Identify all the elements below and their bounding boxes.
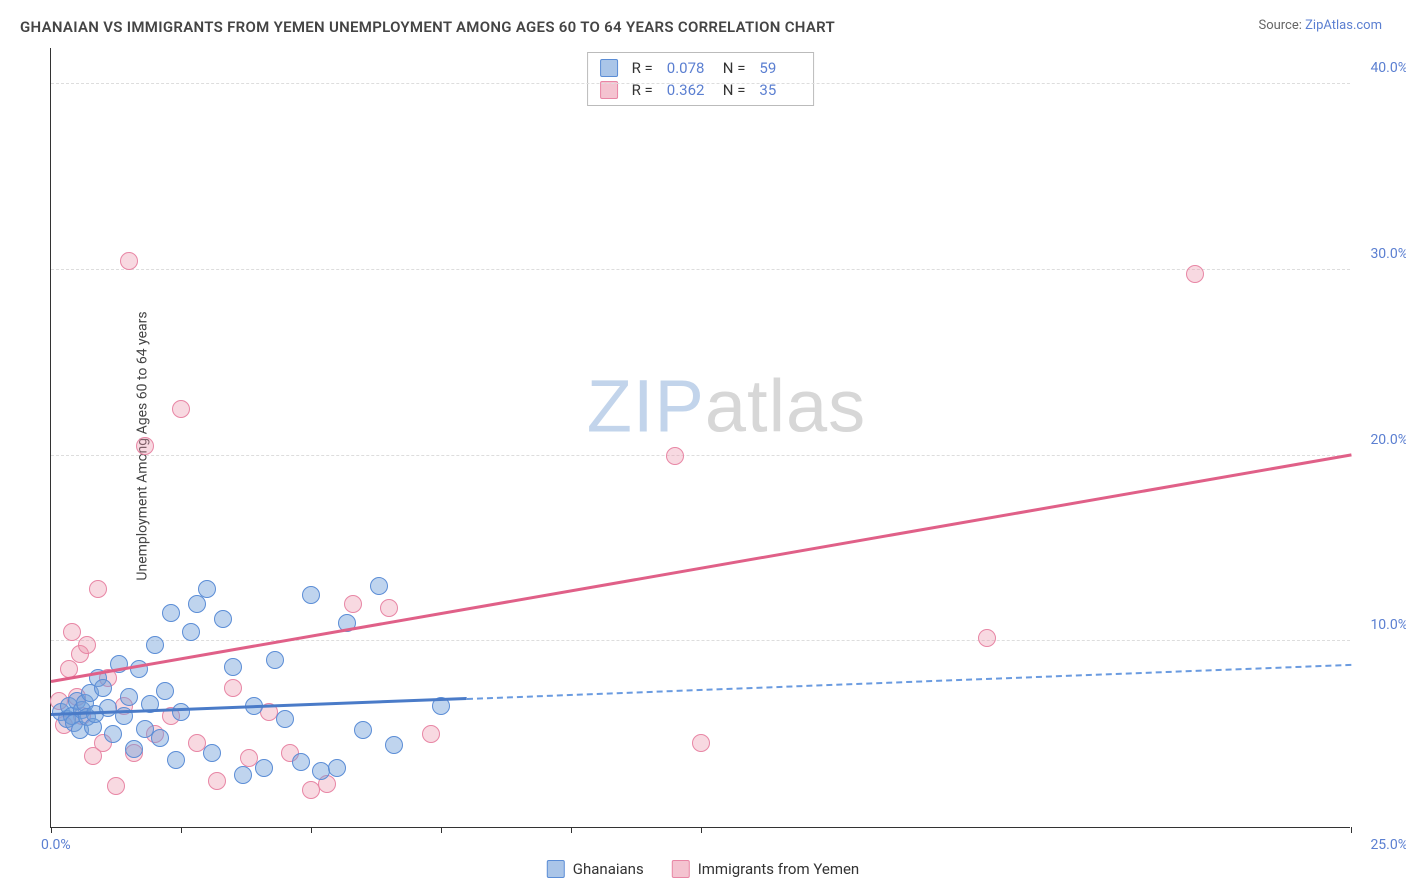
data-point-blue (198, 580, 216, 598)
gridline (51, 269, 1350, 270)
legend-swatch-icon (672, 860, 690, 878)
data-point-pink (344, 595, 362, 613)
x-tick (51, 827, 52, 833)
correlation-stats-box: R =0.078N =59R =0.362N =35 (587, 52, 815, 106)
legend-swatch-icon (600, 59, 618, 77)
data-point-pink (422, 725, 440, 743)
legend-label: Immigrants from Yemen (698, 860, 860, 878)
stats-row: R = 0.078 N = 59 (600, 57, 802, 79)
watermark: ZIPatlas (587, 364, 866, 449)
data-point-blue (125, 740, 143, 758)
gridline (51, 640, 1350, 641)
data-point-pink (78, 636, 96, 654)
x-tick (1351, 827, 1352, 833)
source-link[interactable]: ZipAtlas.com (1305, 18, 1382, 33)
data-point-pink (107, 777, 125, 795)
data-point-pink (136, 437, 154, 455)
data-point-pink (1186, 265, 1204, 283)
data-point-blue (224, 658, 242, 676)
data-point-blue (328, 759, 346, 777)
data-point-pink (692, 734, 710, 752)
series-legend: Ghanaians Immigrants from Yemen (547, 860, 859, 878)
data-point-blue (94, 679, 112, 697)
watermark-atlas: atlas (705, 365, 866, 448)
n-value: 59 (759, 59, 801, 77)
legend-label: Ghanaians (573, 860, 644, 878)
x-tick (571, 827, 572, 833)
data-point-blue (182, 623, 200, 641)
x-tick (181, 827, 182, 833)
trend-line (467, 663, 1351, 699)
legend-swatch-icon (547, 860, 565, 878)
data-point-blue (188, 595, 206, 613)
data-point-blue (354, 721, 372, 739)
data-point-blue (203, 744, 221, 762)
x-tick-label: 25.0% (1370, 837, 1406, 853)
data-point-blue (167, 751, 185, 769)
scatter-plot-area: ZIPatlas R =0.078N =59R =0.362N =35 10.0… (50, 48, 1350, 828)
watermark-zip: ZIP (587, 365, 705, 448)
legend-item: Immigrants from Yemen (672, 860, 860, 878)
x-tick (441, 827, 442, 833)
trend-line (51, 453, 1351, 682)
data-point-pink (208, 772, 226, 790)
data-point-blue (370, 577, 388, 595)
data-point-blue (234, 766, 252, 784)
data-point-blue (156, 682, 174, 700)
data-point-blue (302, 586, 320, 604)
data-point-blue (172, 703, 190, 721)
data-point-blue (146, 636, 164, 654)
data-point-pink (666, 447, 684, 465)
data-point-pink (224, 679, 242, 697)
chart-title: GHANAIAN VS IMMIGRANTS FROM YEMEN UNEMPL… (20, 18, 835, 36)
data-point-blue (151, 729, 169, 747)
y-tick-label: 30.0% (1370, 246, 1406, 262)
source-prefix: Source: (1258, 18, 1305, 33)
data-point-pink (380, 599, 398, 617)
data-point-blue (104, 725, 122, 743)
gridline (51, 83, 1350, 84)
data-point-blue (255, 759, 273, 777)
legend-item: Ghanaians (547, 860, 644, 878)
x-tick (701, 827, 702, 833)
x-tick (311, 827, 312, 833)
data-point-pink (978, 629, 996, 647)
x-tick-label: 0.0% (41, 837, 71, 853)
source-attribution: Source: ZipAtlas.com (1258, 18, 1382, 33)
r-value: 0.078 (667, 59, 709, 77)
data-point-blue (266, 651, 284, 669)
r-label: R = (632, 59, 653, 77)
y-tick-label: 20.0% (1370, 432, 1406, 448)
data-point-blue (385, 736, 403, 754)
data-point-pink (63, 623, 81, 641)
gridline (51, 455, 1350, 456)
data-point-blue (292, 753, 310, 771)
data-point-blue (276, 710, 294, 728)
data-point-blue (162, 604, 180, 622)
y-tick-label: 40.0% (1370, 60, 1406, 76)
n-label: N = (723, 59, 746, 77)
data-point-pink (120, 252, 138, 270)
data-point-pink (89, 580, 107, 598)
y-tick-label: 10.0% (1370, 617, 1406, 633)
data-point-blue (120, 688, 138, 706)
data-point-pink (172, 400, 190, 418)
data-point-blue (214, 610, 232, 628)
